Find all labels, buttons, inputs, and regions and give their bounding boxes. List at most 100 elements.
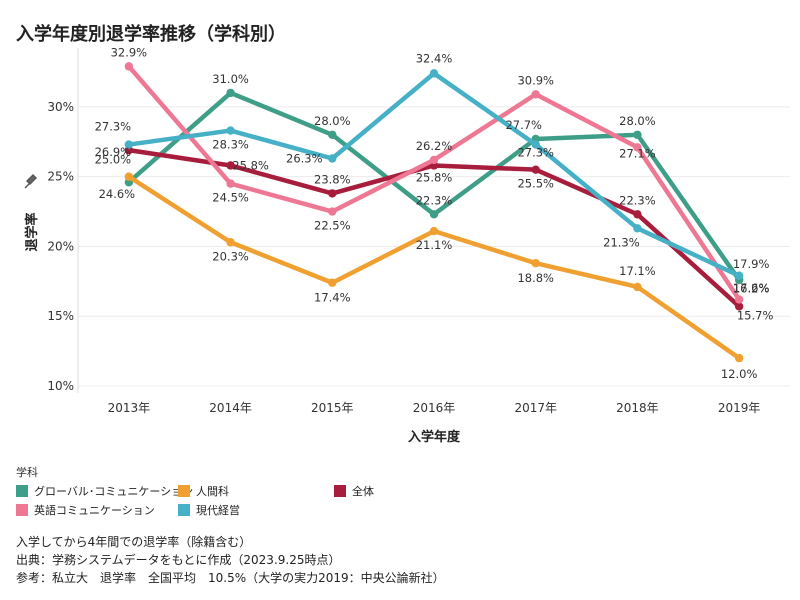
y-tick-label: 25% (47, 170, 74, 184)
data-label-zentai: 15.7% (737, 308, 774, 322)
legend-item-zentai[interactable]: 全体 (334, 483, 374, 499)
data-point-ningen[interactable] (226, 238, 235, 247)
data-label-eigo: 32.9% (111, 45, 148, 59)
data-label-zentai: 26.9% (95, 145, 132, 159)
legend-item-ningen[interactable]: 人間科 (178, 483, 229, 499)
data-label-global: 17.6% (733, 281, 770, 295)
grid-lines (77, 48, 790, 393)
data-point-zentai[interactable] (633, 210, 642, 219)
data-label-ningen: 25.0% (95, 153, 132, 167)
data-label-gendai: 27.3% (517, 146, 554, 160)
legend-swatch (16, 485, 28, 497)
legend-label: 現代経営 (196, 504, 240, 517)
x-tick-label: 2015年 (311, 401, 354, 415)
data-label-zentai: 22.3% (619, 193, 656, 207)
legend-item-global[interactable]: グローバル･コミュニケーション (16, 483, 193, 499)
data-label-gendai: 26.3% (286, 152, 323, 166)
data-label-zentai: 25.5% (517, 177, 554, 191)
data-point-global[interactable] (429, 210, 439, 219)
data-point-global[interactable] (328, 130, 337, 139)
x-tick-label: 2013年 (108, 401, 151, 415)
data-point-eigo[interactable] (531, 90, 540, 99)
data-point-global[interactable] (633, 130, 642, 139)
legend-swatch (16, 504, 28, 516)
y-axis-label: 退学率 (24, 212, 40, 251)
data-point-gendai[interactable] (633, 224, 642, 233)
data-label-eigo: 24.5% (212, 191, 249, 205)
x-tick-label: 2016年 (413, 401, 456, 415)
line-chart: 10% 15% 20% 25% 30% 2013年 2014年 2015年 2016年 2017… (24, 45, 790, 445)
legend-item-gendai[interactable]: 現代経営 (178, 502, 240, 518)
pin-icon (24, 174, 37, 189)
data-label-gendai: 32.4% (416, 51, 453, 65)
y-axis-ticks: 10% 15% 20% 25% 30% (47, 100, 74, 393)
note-line: 入学してから4年間での退学率（除籍含む） (16, 535, 252, 549)
data-point-ningen[interactable] (633, 282, 642, 292)
data-label-zentai: 25.8% (232, 158, 269, 172)
data-point-eigo[interactable] (124, 62, 134, 71)
y-tick-label: 10% (47, 379, 74, 393)
legend-swatch (178, 485, 190, 497)
data-label-global: 24.6% (99, 187, 136, 201)
legend-label: グローバル･コミュニケーション (34, 485, 194, 498)
data-label-global: 31.0% (212, 72, 249, 86)
legend-swatch (178, 504, 190, 516)
x-axis-ticks: 2013年 2014年 2015年 2016年 2017年 2018年 2019年 (108, 401, 761, 415)
data-label-ningen: 17.1% (619, 264, 656, 278)
data-point-eigo[interactable] (328, 207, 337, 216)
data-label-ningen: 12.0% (721, 367, 758, 381)
x-tick-label: 2018年 (616, 401, 659, 415)
data-point-gendai[interactable] (124, 140, 134, 149)
data-label-gendai: 17.9% (733, 257, 770, 271)
data-label-zentai: 25.8% (416, 170, 453, 184)
data-point-eigo[interactable] (633, 143, 642, 152)
data-label-eigo: 26.2% (416, 139, 453, 153)
x-tick-label: 2017年 (514, 401, 557, 415)
note-line: 出典：学務システムデータをもとに作成（2023.9.25時点） (16, 553, 341, 567)
data-point-zentai[interactable] (328, 189, 337, 198)
data-label-global: 28.0% (619, 114, 656, 128)
note-line: 参考：私立大 退学率 全国平均 10.5%（大学の実力2019：中央公論新社） (16, 571, 445, 585)
data-point-gendai[interactable] (328, 154, 337, 163)
data-label-gendai: 21.3% (603, 235, 640, 249)
data-point-ningen[interactable] (429, 226, 439, 236)
data-label-eigo: 16.2% (733, 281, 770, 295)
data-label-global: 28.0% (314, 114, 351, 128)
data-label-gendai: 28.3% (212, 138, 249, 152)
x-tick-label: 2019年 (718, 401, 761, 415)
legend-label: 人間科 (196, 485, 229, 498)
x-axis-label: 入学年度 (408, 429, 461, 445)
legend-item-eigo[interactable]: 英語コミュニケーション (16, 502, 155, 518)
data-label-ningen: 18.8% (517, 271, 554, 285)
data-point-ningen[interactable] (124, 172, 134, 181)
data-label-global: 27.7% (505, 118, 542, 132)
y-tick-label: 15% (47, 309, 74, 323)
data-label-zentai: 23.8% (314, 172, 351, 186)
y-tick-label: 30% (47, 100, 74, 114)
legend-title: 学科 (16, 466, 38, 479)
data-label-ningen: 17.4% (314, 291, 351, 305)
data-point-eigo[interactable] (734, 295, 744, 304)
data-point-gendai[interactable] (226, 126, 235, 135)
data-point-ningen[interactable] (328, 278, 337, 287)
legend-swatch (334, 485, 346, 497)
data-point-zentai[interactable] (531, 165, 540, 174)
chart-title: 入学年度別退学率推移（学科別） (16, 24, 286, 45)
data-point-zentai[interactable] (734, 302, 744, 311)
x-tick-label: 2014年 (209, 401, 252, 415)
data-point-global[interactable] (226, 88, 235, 98)
legend-label: 全体 (352, 485, 374, 498)
data-point-eigo[interactable] (226, 179, 235, 188)
data-point-gendai[interactable] (429, 69, 439, 78)
data-label-eigo: 22.5% (314, 219, 351, 233)
data-label-gendai: 27.3% (95, 120, 132, 134)
data-label-global: 22.3% (416, 193, 453, 207)
data-label-ningen: 20.3% (212, 249, 249, 263)
data-point-ningen[interactable] (531, 258, 540, 268)
data-point-eigo[interactable] (429, 155, 439, 165)
data-point-gendai[interactable] (734, 271, 744, 280)
data-label-eigo: 30.9% (517, 73, 554, 87)
data-point-gendai[interactable] (531, 140, 540, 149)
data-point-ningen[interactable] (734, 353, 744, 363)
data-point-zentai[interactable] (226, 161, 235, 170)
